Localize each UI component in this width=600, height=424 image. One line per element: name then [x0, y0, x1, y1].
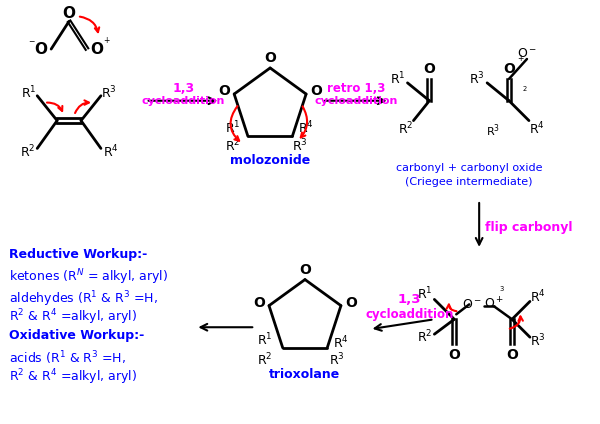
Text: R$^3$: R$^3$: [486, 122, 500, 139]
Text: O: O: [264, 51, 276, 65]
Text: cycloaddition: cycloaddition: [365, 308, 454, 321]
Text: R$^2$: R$^2$: [257, 351, 272, 368]
Text: R$^2$: R$^2$: [398, 120, 413, 137]
Text: carbonyl + carbonyl oxide: carbonyl + carbonyl oxide: [396, 163, 542, 173]
Text: R$^3$: R$^3$: [469, 70, 485, 87]
Text: R$^4$: R$^4$: [103, 144, 119, 161]
Text: cycloaddition: cycloaddition: [314, 96, 397, 106]
Text: O: O: [506, 348, 518, 362]
Text: R$^3$: R$^3$: [292, 138, 308, 154]
Text: $^3$: $^3$: [499, 287, 505, 296]
Text: O$^+$: O$^+$: [484, 297, 504, 312]
Text: trioxolane: trioxolane: [269, 368, 341, 382]
Text: O: O: [62, 6, 76, 21]
Text: retro 1,3: retro 1,3: [326, 82, 385, 95]
Text: O: O: [299, 262, 311, 276]
Text: R$^4$: R$^4$: [298, 120, 314, 137]
Text: O: O: [218, 84, 230, 98]
Text: R$^2$: R$^2$: [417, 329, 432, 346]
Text: R$^4$: R$^4$: [333, 335, 349, 351]
Text: R$^1$: R$^1$: [416, 286, 432, 303]
Text: (Criegee intermediate): (Criegee intermediate): [406, 177, 533, 187]
Text: R$^1$: R$^1$: [390, 70, 406, 87]
Text: $^+$: $^+$: [517, 54, 526, 64]
Text: R$^4$: R$^4$: [529, 120, 545, 137]
Text: ketones (R$^N$ = alkyl, aryl): ketones (R$^N$ = alkyl, aryl): [10, 268, 169, 287]
Text: flip carbonyl: flip carbonyl: [485, 221, 572, 234]
Text: R$^1$: R$^1$: [257, 332, 272, 348]
Text: R$^3$: R$^3$: [530, 333, 546, 349]
Text: O$^-$: O$^-$: [517, 47, 537, 59]
Text: acids (R$^1$ & R$^3$ =H,: acids (R$^1$ & R$^3$ =H,: [10, 349, 127, 367]
Text: R$^2$ & R$^4$ =alkyl, aryl): R$^2$ & R$^4$ =alkyl, aryl): [10, 367, 137, 387]
Text: 1,3: 1,3: [398, 293, 421, 306]
Text: molozonide: molozonide: [230, 154, 310, 167]
Text: O: O: [424, 62, 436, 76]
Text: Reductive Workup:-: Reductive Workup:-: [10, 248, 148, 261]
Text: R$^2$ & R$^4$ =alkyl, aryl): R$^2$ & R$^4$ =alkyl, aryl): [10, 307, 137, 327]
Text: cycloaddition: cycloaddition: [142, 96, 225, 106]
Text: R$^2$: R$^2$: [20, 144, 35, 161]
Text: R$^4$: R$^4$: [530, 289, 546, 306]
Text: O: O: [35, 42, 48, 56]
Text: Oxidative Workup:-: Oxidative Workup:-: [10, 329, 145, 342]
Text: $^2$: $^2$: [522, 86, 528, 96]
Text: O$^-$: O$^-$: [462, 298, 482, 311]
Text: $^+$: $^+$: [102, 36, 112, 46]
Text: R$^2$: R$^2$: [225, 138, 241, 154]
Text: 1,3: 1,3: [172, 82, 194, 95]
Text: R$^1$: R$^1$: [225, 120, 241, 137]
Text: O: O: [253, 296, 265, 310]
Text: R$^1$: R$^1$: [22, 84, 37, 101]
Text: R$^3$: R$^3$: [101, 84, 117, 101]
Text: O: O: [310, 84, 322, 98]
Text: aldehydes (R$^1$ & R$^3$ =H,: aldehydes (R$^1$ & R$^3$ =H,: [10, 290, 158, 309]
Text: $^-$: $^-$: [26, 39, 36, 49]
Text: O: O: [91, 42, 103, 56]
Text: O: O: [503, 62, 515, 76]
Text: O: O: [448, 348, 460, 362]
Text: O: O: [345, 296, 357, 310]
Text: R$^3$: R$^3$: [329, 351, 345, 368]
